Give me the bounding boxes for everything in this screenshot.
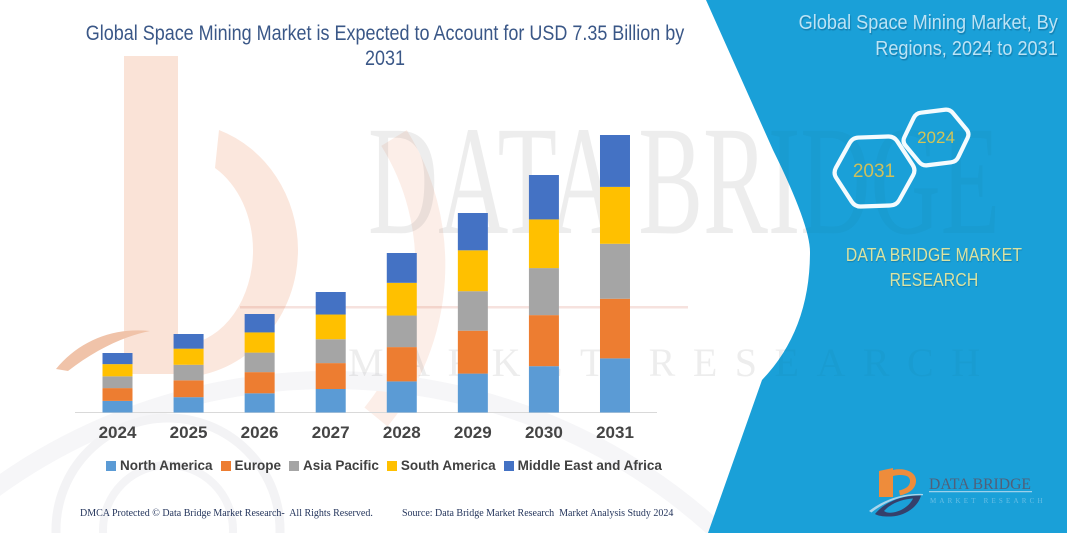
svg-text:DATA BRIDGE: DATA BRIDGE (929, 476, 1031, 493)
svg-text:DATA BRIDGE: DATA BRIDGE (368, 94, 1000, 267)
svg-text:MARKET RESEARCH: MARKET RESEARCH (930, 497, 1046, 505)
svg-text:MARKET RESEARCH: MARKET RESEARCH (348, 340, 998, 385)
